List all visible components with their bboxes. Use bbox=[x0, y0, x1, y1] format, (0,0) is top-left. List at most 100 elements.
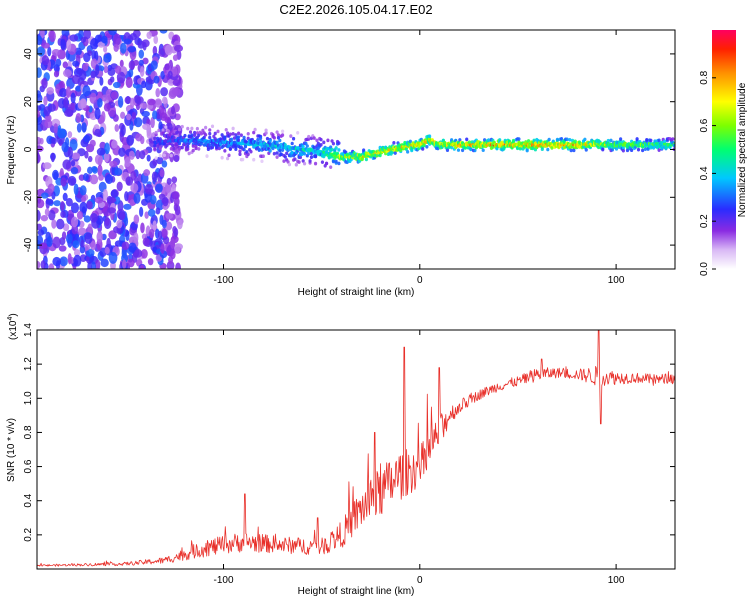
heatmap-cell bbox=[421, 147, 425, 151]
heatmap-cell bbox=[53, 123, 58, 134]
heatmap-cell bbox=[109, 76, 115, 83]
heatmap-cell bbox=[53, 200, 61, 207]
heatmap-cell bbox=[65, 197, 73, 207]
heatmap-cell bbox=[195, 126, 199, 131]
heatmap-cell bbox=[142, 237, 150, 247]
heatmap-cell bbox=[237, 131, 241, 136]
heatmap-cell bbox=[232, 136, 237, 140]
heatmap-cell bbox=[226, 156, 230, 161]
heatmap-cell bbox=[216, 129, 220, 134]
heatmap-cell bbox=[62, 223, 70, 232]
heatmap-cell bbox=[364, 157, 369, 162]
heatmap-cell bbox=[153, 35, 159, 44]
heatmap-cell bbox=[37, 109, 41, 118]
heatmap-cell bbox=[128, 242, 137, 253]
heatmap-cell bbox=[278, 138, 282, 143]
heatmap-cell bbox=[241, 157, 245, 162]
heatmap-cell bbox=[635, 137, 639, 141]
heatmap-cell bbox=[482, 138, 487, 142]
heatmap-cell bbox=[139, 206, 144, 218]
heatmap-cell bbox=[37, 93, 43, 103]
heatmap-cell bbox=[76, 210, 84, 220]
heatmap-cell bbox=[160, 70, 165, 80]
heatmap-cell bbox=[162, 153, 167, 158]
heatmap-cell bbox=[98, 174, 104, 181]
heatmap-cell bbox=[94, 107, 101, 120]
heatmap-cell bbox=[171, 87, 181, 96]
heatmap-cell bbox=[107, 207, 116, 214]
heatmap-cell bbox=[66, 39, 72, 52]
heatmap-cell bbox=[312, 136, 316, 140]
heatmap-cell bbox=[280, 148, 285, 152]
heatmap-cell bbox=[152, 110, 158, 120]
heatmap-cell bbox=[463, 146, 467, 150]
heatmap-cell bbox=[174, 44, 184, 52]
heatmap-cell bbox=[565, 137, 569, 142]
heatmap-cell bbox=[157, 128, 161, 133]
y-tick-label: 1.4 bbox=[23, 323, 34, 337]
snr-xlabel: Height of straight line (km) bbox=[298, 586, 415, 597]
heatmap-cell bbox=[153, 147, 157, 151]
heatmap-cell bbox=[156, 156, 164, 165]
x-tick-label: 100 bbox=[608, 275, 625, 286]
heatmap-cell bbox=[296, 131, 300, 135]
heatmap-cell bbox=[298, 155, 303, 160]
heatmap-cell bbox=[186, 126, 190, 131]
heatmap-cell bbox=[58, 245, 67, 252]
heatmap-cell bbox=[139, 66, 145, 77]
heatmap-cell bbox=[568, 137, 572, 142]
heatmap-cell bbox=[135, 103, 141, 111]
heatmap-cell bbox=[55, 58, 62, 67]
heatmap-cell bbox=[103, 45, 108, 53]
heatmap-cell bbox=[52, 169, 59, 180]
heatmap-cell bbox=[103, 65, 109, 74]
heatmap-cell bbox=[91, 50, 97, 61]
heatmap-cell bbox=[224, 127, 228, 132]
heatmap-cell bbox=[290, 141, 294, 146]
heatmap-cell bbox=[62, 61, 69, 69]
y-tick-label: 1.0 bbox=[23, 391, 34, 405]
heatmap-cell bbox=[120, 42, 127, 54]
heatmap-cell bbox=[672, 143, 675, 148]
heatmap-cell bbox=[97, 97, 103, 108]
heatmap-cell bbox=[149, 195, 157, 205]
heatmap-cell bbox=[465, 137, 469, 142]
heatmap-cell bbox=[252, 130, 256, 135]
heatmap-cell bbox=[133, 214, 140, 225]
heatmap-cell bbox=[166, 260, 175, 269]
heatmap-cell bbox=[197, 147, 201, 151]
heatmap-cell bbox=[75, 85, 82, 92]
colorbar-tick-label: 0.4 bbox=[699, 166, 710, 180]
heatmap-cell bbox=[94, 154, 104, 165]
heatmap-cell bbox=[69, 102, 75, 111]
y-tick-label: 20 bbox=[23, 96, 34, 108]
heatmap-cell bbox=[223, 149, 227, 153]
page-title: C2E2.2026.105.04.17.E02 bbox=[279, 2, 432, 17]
heatmap-cell bbox=[126, 113, 132, 121]
heatmap-cell bbox=[265, 136, 270, 141]
heatmap-cell bbox=[234, 147, 238, 151]
heatmap-cell bbox=[275, 151, 279, 155]
heatmap-cell bbox=[337, 141, 341, 145]
heatmap-cell bbox=[155, 207, 161, 215]
heatmap-cells bbox=[37, 30, 675, 269]
heatmap-cell bbox=[123, 38, 132, 45]
heatmap-cell bbox=[152, 220, 157, 231]
heatmap-cell bbox=[44, 208, 50, 216]
heatmap-cell bbox=[360, 157, 364, 162]
heatmap-cell bbox=[301, 159, 305, 163]
heatmap-cell bbox=[272, 136, 276, 140]
heatmap-cell bbox=[57, 128, 67, 139]
heatmap-cell bbox=[79, 245, 86, 254]
heatmap-cell bbox=[55, 83, 61, 95]
heatmap-cell bbox=[228, 132, 232, 137]
heatmap-cell bbox=[337, 161, 341, 166]
heatmap-cell bbox=[110, 91, 118, 100]
y-tick-label: 0.8 bbox=[23, 425, 34, 439]
heatmap-cell bbox=[460, 148, 465, 153]
heatmap-cell bbox=[643, 147, 647, 151]
heatmap-cell bbox=[583, 137, 587, 142]
heatmap-cell bbox=[87, 155, 93, 163]
heatmap-cell bbox=[165, 212, 174, 220]
heatmap-cell bbox=[96, 147, 106, 156]
